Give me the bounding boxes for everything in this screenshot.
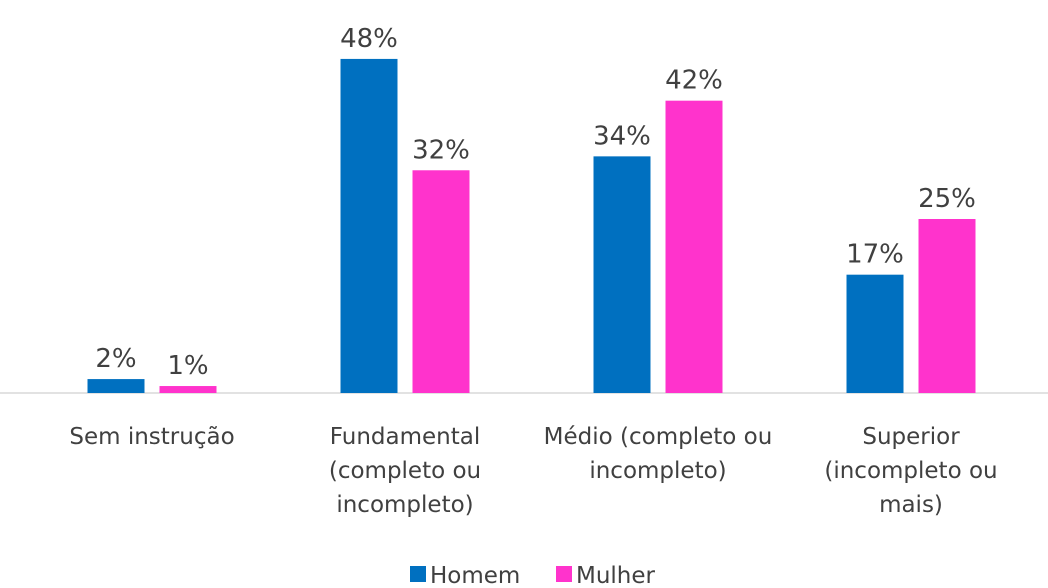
- legend-label: Mulher: [576, 563, 656, 588]
- legend-swatch: [556, 566, 572, 582]
- bar: [846, 274, 904, 393]
- data-label: 32%: [412, 135, 470, 165]
- data-label: 25%: [918, 184, 976, 214]
- x-tick-label: Sem instrução: [69, 424, 235, 450]
- bar: [159, 386, 217, 393]
- x-tick-label: Superior (incompleto ou mais): [824, 424, 998, 518]
- x-tick-label: Médio (completo ou incompleto): [543, 424, 773, 484]
- legend-label: Homem: [430, 563, 520, 588]
- data-label: 42%: [665, 66, 723, 96]
- bar: [593, 156, 651, 393]
- data-label: 2%: [95, 344, 136, 374]
- x-tick-label: Fundamental (completo ou incompleto): [328, 424, 482, 518]
- bar: [665, 100, 723, 394]
- bar: [918, 219, 976, 393]
- data-label: 34%: [593, 121, 651, 151]
- data-label: 48%: [340, 24, 398, 54]
- data-label: 1%: [167, 351, 208, 381]
- legend-swatch: [410, 566, 426, 582]
- bar: [412, 170, 470, 393]
- data-label: 17%: [846, 240, 904, 270]
- bar: [340, 58, 398, 394]
- bar: [87, 379, 145, 393]
